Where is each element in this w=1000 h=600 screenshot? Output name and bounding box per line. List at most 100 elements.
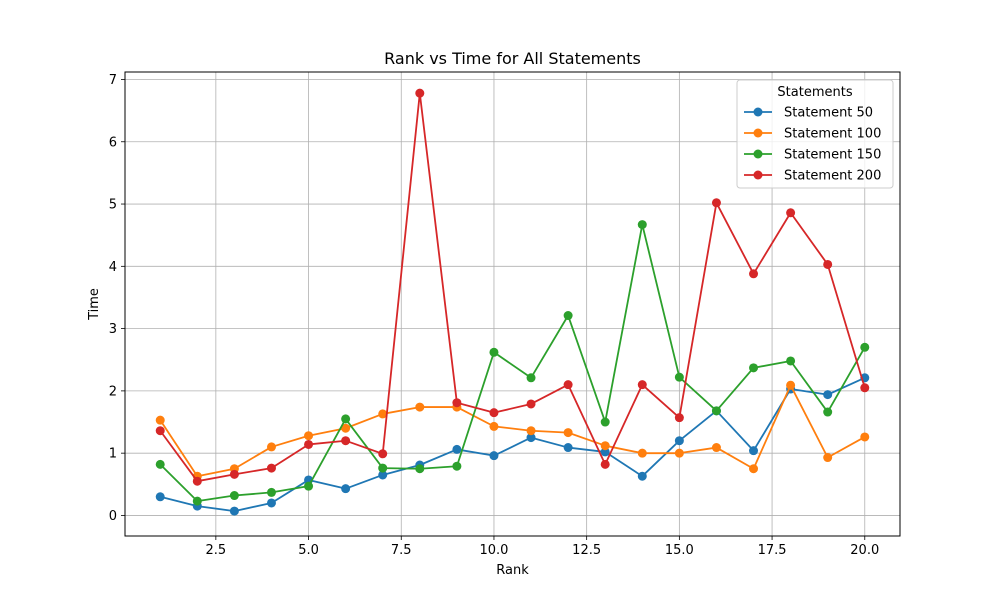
data-point: [304, 481, 314, 491]
x-tick-label: 7.5: [391, 543, 412, 558]
legend-entries: Statement 50 Statement 100 Statement 150 St…: [744, 106, 881, 184]
y-axis-label: Time: [87, 288, 102, 321]
plot-area-frame: [124, 71, 901, 537]
data-point: [674, 436, 684, 446]
data-point: [304, 431, 314, 441]
legend-entry: Statement 150: [744, 148, 881, 163]
data-point: [341, 436, 351, 446]
y-tick-label: 3: [109, 322, 117, 337]
legend-entry: Statement 100: [744, 127, 881, 142]
x-tick-label: 20.0: [850, 543, 879, 558]
series-line: [159, 384, 866, 478]
data-point: [563, 311, 573, 321]
x-tick-label: 10.0: [479, 543, 508, 558]
data-point: [637, 471, 647, 481]
chart-title: Rank vs Time for All Statements: [384, 49, 641, 68]
data-point: [266, 487, 276, 497]
data-point: [452, 398, 462, 408]
data-point: [823, 390, 833, 400]
data-point: [266, 463, 276, 473]
x-tick-label: 5.0: [298, 543, 319, 558]
series-group: [155, 88, 870, 516]
data-point: [674, 372, 684, 382]
data-point: [415, 402, 425, 412]
series-line: [160, 376, 866, 512]
data-point: [860, 432, 870, 442]
legend-entry: Statement 200: [744, 169, 881, 184]
y-tick-label: 4: [109, 260, 117, 275]
data-point: [823, 407, 833, 417]
data-point: [711, 443, 721, 453]
legend-box: [736, 79, 894, 189]
y-tick-label: 5: [109, 198, 117, 213]
x-tick-label: 12.5: [572, 543, 601, 558]
series-1: [155, 373, 870, 516]
data-point: [823, 453, 833, 463]
data-point: [600, 447, 610, 457]
data-point: [304, 439, 314, 449]
data-point: [526, 373, 536, 383]
data-point: [378, 470, 388, 480]
data-point: [415, 464, 425, 474]
data-point: [378, 449, 388, 459]
data-point: [229, 506, 239, 516]
legend-label: Statement 150: [784, 148, 881, 163]
data-point: [711, 198, 721, 208]
series-line: [159, 92, 866, 483]
legend-title: Statements: [777, 85, 852, 100]
data-point: [674, 413, 684, 423]
x-axis-label: Rank: [496, 563, 529, 578]
data-point: [155, 415, 165, 425]
data-point: [452, 444, 462, 454]
data-point: [860, 342, 870, 352]
data-point: [637, 448, 647, 458]
data-point: [860, 383, 870, 393]
legend-entry: Statement 50: [744, 106, 873, 121]
data-point: [192, 496, 202, 506]
data-point: [489, 408, 499, 418]
legend-marker: [753, 149, 763, 159]
data-point: [749, 363, 759, 373]
data-point: [637, 220, 647, 230]
data-point: [526, 399, 536, 409]
data-point: [452, 461, 462, 471]
y-tick-label: 7: [109, 73, 117, 88]
data-point: [341, 414, 351, 424]
series-line: [159, 223, 866, 503]
data-point: [823, 259, 833, 269]
data-point: [786, 356, 796, 366]
data-point: [489, 347, 499, 357]
data-point: [489, 451, 499, 461]
data-point: [415, 88, 425, 98]
data-point: [786, 208, 796, 218]
data-point: [378, 463, 388, 473]
data-point: [600, 417, 610, 427]
y-tick-label: 2: [109, 384, 117, 399]
data-point: [155, 492, 165, 502]
legend-marker: [753, 107, 763, 117]
legend-label: Statement 50: [784, 106, 873, 121]
data-point: [489, 421, 499, 431]
data-point: [341, 484, 351, 494]
data-point: [749, 269, 759, 279]
legend-marker: [753, 128, 763, 138]
data-point: [749, 446, 759, 456]
x-tick-label: 17.5: [758, 543, 787, 558]
y-tick-label: 1: [109, 447, 117, 462]
data-point: [637, 380, 647, 390]
data-point: [600, 441, 610, 451]
x-tick-label: 15.0: [665, 543, 694, 558]
series-4: [155, 88, 870, 486]
data-point: [526, 433, 536, 443]
data-point: [229, 469, 239, 479]
y-tick-label: 6: [109, 135, 117, 150]
series-3: [155, 220, 870, 506]
data-point: [378, 409, 388, 419]
legend-label: Statement 200: [784, 169, 881, 184]
data-point: [266, 442, 276, 452]
data-point: [155, 426, 165, 436]
data-point: [192, 476, 202, 486]
series-2: [155, 380, 870, 481]
